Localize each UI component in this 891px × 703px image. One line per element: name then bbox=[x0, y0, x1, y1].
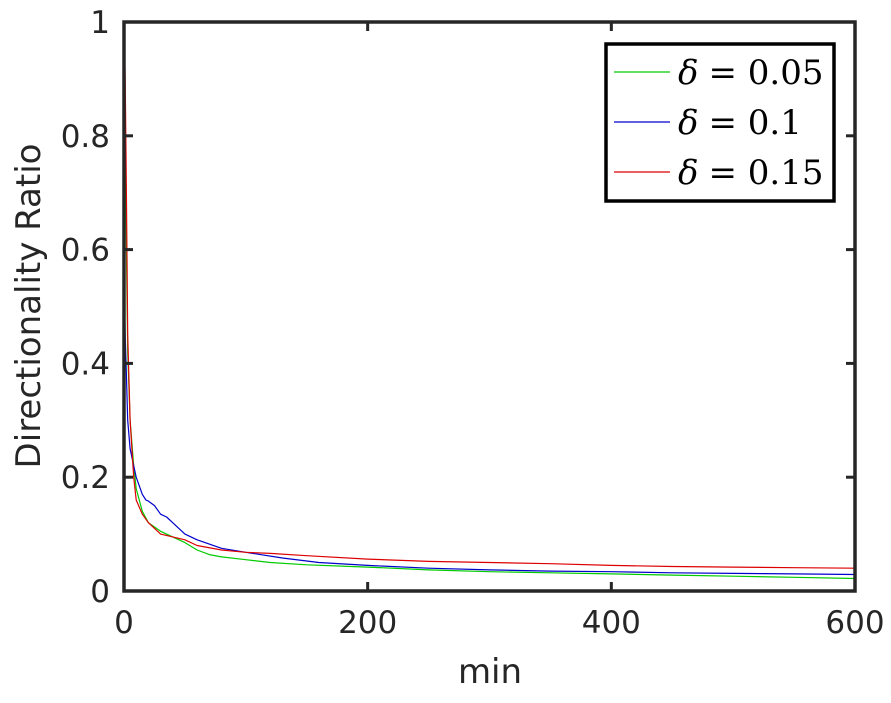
x-axis-label: min bbox=[458, 652, 522, 692]
legend: δ = 0.05 δ = 0.1 δ = 0.15 bbox=[604, 42, 836, 203]
series-line-3 bbox=[123, 21, 856, 569]
legend-label-1: δ = 0.05 bbox=[678, 53, 823, 93]
y-tick-label: 0.8 bbox=[61, 119, 110, 155]
tick-layer: 0 200 400 600 0 0.2 0.4 0.6 0.8 1 bbox=[61, 5, 885, 641]
series-layer bbox=[123, 21, 856, 580]
x-tick-label: 0 bbox=[114, 605, 134, 641]
y-tick-label: 0.6 bbox=[61, 233, 110, 269]
x-tick-label: 200 bbox=[338, 605, 397, 641]
y-tick-label: 0.4 bbox=[61, 346, 110, 382]
axes-box bbox=[122, 20, 857, 593]
x-tick-label: 400 bbox=[582, 605, 641, 641]
y-axis-label: Directionality Ratio bbox=[9, 144, 49, 469]
x-tick-label: 600 bbox=[825, 605, 884, 641]
legend-label-3: δ = 0.15 bbox=[678, 153, 823, 193]
y-tick-label: 0 bbox=[90, 574, 110, 610]
y-tick-label: 1 bbox=[90, 5, 110, 41]
y-tick-label: 0.2 bbox=[61, 460, 110, 496]
legend-label-2: δ = 0.1 bbox=[678, 103, 802, 143]
